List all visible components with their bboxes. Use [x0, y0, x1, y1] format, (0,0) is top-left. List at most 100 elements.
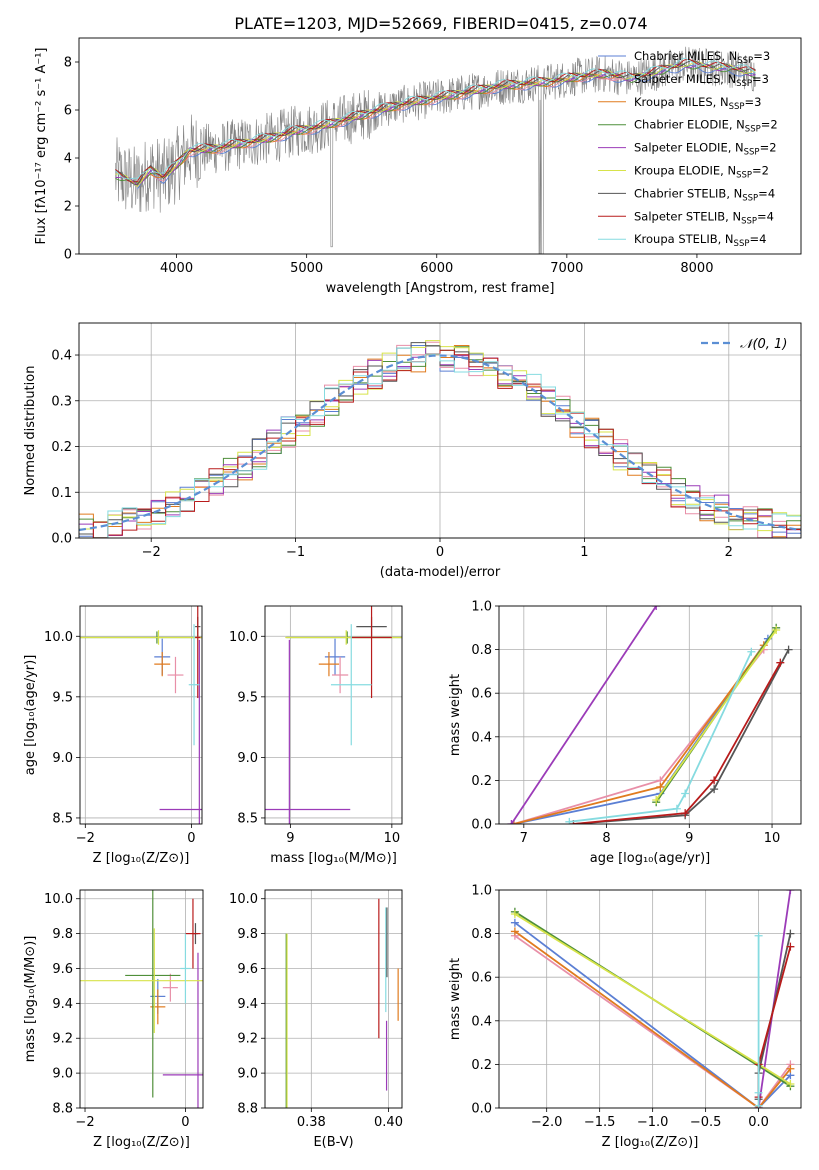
series-9: [754, 931, 763, 1108]
x-tick-label: 7: [520, 831, 528, 846]
errorbar-point-6: [80, 928, 203, 1034]
x-axis-label: Z [log₁₀(Z/Z⊙)]: [93, 851, 190, 866]
data-point-marker: [786, 942, 795, 951]
y-tick-label: 9.6: [52, 962, 73, 977]
x-tick-label: −2: [76, 831, 95, 846]
plot-area: [115, 46, 756, 254]
observed-spectrum-line: [115, 46, 756, 254]
y-tick-label: 10.0: [44, 892, 73, 907]
data-point-marker: [510, 927, 519, 936]
y-tick-label: 9.0: [52, 1067, 73, 1082]
series-5: [507, 606, 661, 824]
axes-frame: [498, 889, 802, 1109]
y-tick-label: 2: [64, 200, 72, 215]
gridlines: [80, 606, 202, 824]
axes-frame: [498, 605, 802, 825]
x-tick-label: −0.5: [690, 1115, 722, 1130]
model-spectrum-9: [115, 57, 756, 180]
plot-area: [510, 890, 795, 1108]
y-tick-label: 1.0: [471, 600, 492, 615]
y-tick-label: 8.5: [237, 811, 258, 826]
y-axis-label: mass weight: [448, 958, 463, 1040]
data-point-marker: [507, 820, 516, 824]
x-tick-label: 0.38: [297, 1115, 326, 1130]
y-tick-label: 10.0: [229, 630, 258, 645]
model-spectrum-5: [115, 62, 756, 186]
errorbar-point-5: [159, 639, 202, 824]
errorbar-point-8: [185, 898, 201, 969]
axes-frame: [264, 605, 403, 825]
errorbar-point-4: [125, 890, 181, 1098]
gridlines: [499, 605, 801, 825]
x-axis-label: Z [log₁₀(Z/Z⊙)]: [93, 1135, 190, 1150]
x-tick-label: −2: [142, 545, 161, 560]
series-line: [514, 930, 792, 1108]
data-point-marker: [776, 658, 785, 667]
x-tick-label: 1: [580, 545, 588, 560]
legend-label: Kroupa ELODIE, NSSP=2: [634, 164, 769, 181]
x-tick-label: 9: [286, 831, 294, 846]
y-tick-label: 1.0: [471, 884, 492, 899]
data-point-marker: [681, 809, 690, 818]
histogram-step-8: [79, 349, 801, 538]
legend-label: Salpeter MILES, NSSP=3: [634, 72, 769, 89]
x-tick-label: −1.5: [584, 1115, 616, 1130]
x-tick-label: 9: [685, 831, 693, 846]
y-axis-label: Flux [fλ10⁻¹⁷ erg cm⁻² s⁻¹ A⁻¹]: [34, 48, 49, 245]
errorbar-point-9: [188, 624, 200, 746]
data-point-marker: [510, 909, 519, 918]
data-point-marker: [656, 782, 665, 791]
y-axis-label: mass [log₁₀(M/M⊙)]: [23, 936, 38, 1063]
x-tick-label: −2: [75, 1115, 94, 1130]
y-tick-label: 0.6: [471, 687, 492, 702]
legend-label: Kroupa MILES, NSSP=3: [634, 95, 761, 112]
data-point-marker: [681, 789, 690, 798]
errorbar-point-5: [162, 952, 203, 1108]
errorbar-point-9: [330, 624, 372, 746]
plot-area: [80, 606, 202, 824]
x-axis-label: E(B-V): [313, 1135, 353, 1150]
x-axis-label: wavelength [Angstrom, rest frame]: [326, 281, 555, 296]
y-tick-label: 0.6: [471, 971, 492, 986]
y-tick-label: 0.0: [51, 532, 72, 547]
legend-label: Kroupa STELIB, NSSP=4: [634, 232, 766, 249]
data-point-marker: [710, 785, 719, 794]
series-line: [573, 649, 790, 824]
data-point-marker: [754, 1088, 763, 1097]
y-tick-label: 9.5: [52, 690, 73, 705]
data-point-marker: [652, 606, 661, 610]
y-tick-label: 9.0: [52, 751, 73, 766]
histogram-step-9: [79, 347, 801, 538]
chart-age_vs_mass: 9 10 8.5 9.0 9.5 10.0 mass [log₁₀(M/M⊙)]: [229, 605, 403, 866]
data-point-marker: [747, 647, 756, 656]
data-point-marker: [672, 804, 681, 813]
y-tick-label: 9.0: [237, 751, 258, 766]
y-tick-label: 0.4: [471, 730, 492, 745]
y-tick-label: 0.2: [51, 440, 72, 455]
y-axis-label: mass weight: [448, 674, 463, 756]
x-axis-label: (data-model)/error: [380, 565, 501, 580]
series-3: [509, 641, 768, 824]
data-point-marker: [786, 1080, 795, 1089]
x-axis-label: Z [log₁₀(Z/Z⊙)]: [602, 1135, 699, 1150]
chart-mass_vs_Z: −2 0 8.8 9.0 9.2 9.4 9.6 9.8 10.0 Z [log₁₀(Z/Z⊙)]…: [23, 889, 204, 1150]
errorbar-point-3: [154, 652, 171, 677]
x-tick-label: 4000: [160, 261, 193, 276]
gridlines: [265, 606, 402, 824]
y-tick-label: 0.0: [471, 818, 492, 833]
chart-mass_vs_EBV: 0.38 0.40 8.8 9.0 9.2 9.4 9.6 9.8 10.0 E(B-V): [229, 889, 403, 1150]
data-point-marker: [786, 890, 795, 894]
y-tick-label: 9.6: [237, 962, 258, 977]
y-tick-label: 8: [64, 56, 72, 71]
data-point-marker: [772, 625, 781, 634]
x-tick-label: 0: [187, 831, 195, 846]
y-tick-label: 9.8: [237, 927, 258, 942]
data-point-marker: [754, 931, 763, 940]
y-tick-label: 9.0: [237, 1067, 258, 1082]
y-tick-label: 0.8: [471, 643, 492, 658]
series-1: [509, 634, 772, 824]
axes-frame: [79, 605, 203, 825]
data-point-marker: [786, 929, 795, 938]
chart-age_vs_Z: −2 0 8.5 9.0 9.5 10.0 Z [log₁₀(Z/Z⊙)] age [log₁…: [23, 605, 203, 866]
series-line: [655, 629, 777, 801]
